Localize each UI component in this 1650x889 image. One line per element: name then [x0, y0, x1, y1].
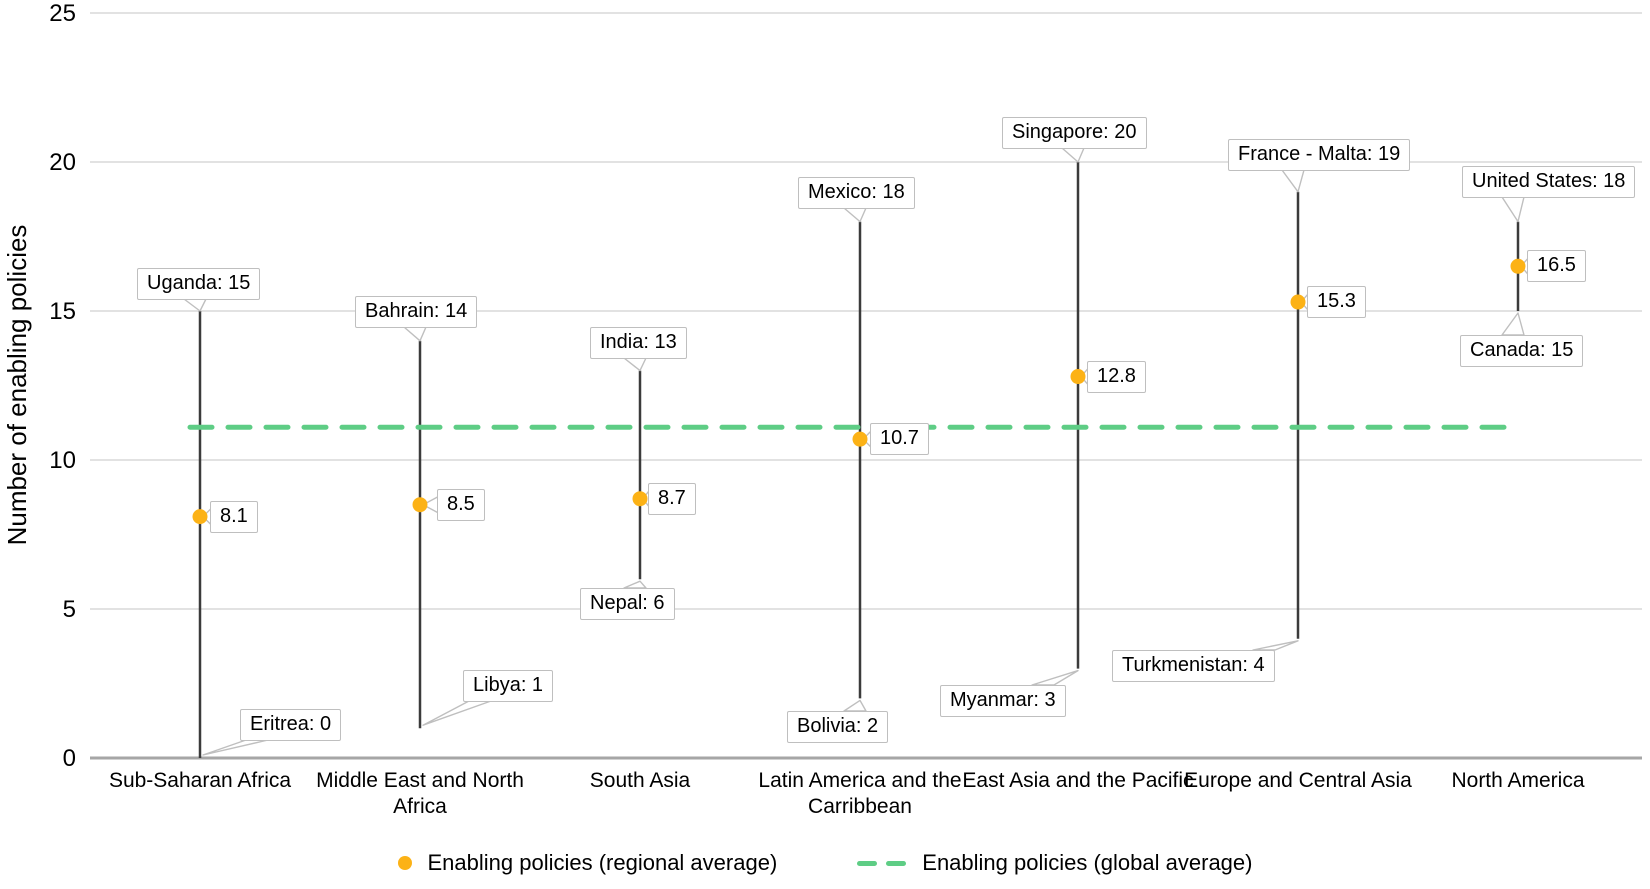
callout-max: India: 13: [590, 327, 687, 359]
global-average-dash-icon: [857, 860, 907, 866]
regional-average-dot-icon: [397, 856, 412, 870]
callout-regional-average: 8.7: [648, 483, 696, 515]
callout-max: France - Malta: 19: [1228, 139, 1411, 171]
legend-label: Enabling policies (regional average): [427, 850, 778, 875]
y-tick-label: 5: [63, 596, 76, 623]
legend-item-global-average: Enabling policies (global average): [857, 850, 1252, 876]
callout-tail: [183, 298, 207, 312]
callout-tail: [403, 326, 427, 342]
callout-tail: [202, 739, 269, 756]
callout-min: Nepal: 6: [580, 588, 675, 620]
category-label: Europe and Central Asia: [1184, 769, 1412, 792]
category-label: East Asia and the Pacific: [962, 769, 1194, 792]
callout-min: Libya: 1: [463, 670, 554, 702]
callout-min: Canada: 15: [1460, 335, 1584, 367]
callout-min: Turkmenistan: 4: [1112, 650, 1275, 682]
callout-tail: [623, 580, 647, 589]
callout-min: Myanmar: 3: [940, 685, 1066, 717]
regional-average-dot: [1070, 369, 1086, 385]
callout-max: Mexico: 18: [798, 177, 915, 209]
callout-tail: [1281, 169, 1305, 193]
callout-tail: [843, 207, 867, 223]
regional-average-dot: [1510, 258, 1526, 274]
y-tick-label: 10: [49, 447, 76, 474]
callout-max: United States: 18: [1462, 166, 1636, 198]
callout-min: Eritrea: 0: [240, 709, 342, 741]
regional-average-dot: [192, 509, 208, 525]
callout-tail: [1031, 669, 1079, 686]
legend-item-regional-average: Enabling policies (regional average): [397, 850, 778, 876]
callout-max: Uganda: 15: [137, 268, 261, 300]
callout-min: Bolivia: 2: [787, 711, 889, 743]
callout-max: Singapore: 20: [1002, 117, 1147, 149]
callout-tail: [843, 699, 867, 712]
callout-tail: [1252, 640, 1299, 651]
callout-regional-average: 8.5: [437, 489, 485, 521]
y-tick-label: 15: [49, 298, 76, 325]
y-tick-label: 25: [49, 0, 76, 27]
callout-regional-average: 15.3: [1307, 286, 1366, 318]
legend-label: Enabling policies (global average): [922, 850, 1253, 875]
category-label: Latin America and the Carribbean: [758, 769, 962, 818]
category-label: South Asia: [589, 769, 691, 792]
legend: Enabling policies (regional average) Ena…: [0, 850, 1650, 876]
callout-tail: [1501, 312, 1525, 336]
callout-regional-average: 16.5: [1527, 250, 1586, 282]
category-label: Sub-Saharan Africa: [108, 769, 292, 792]
regional-average-dot: [852, 431, 868, 447]
callout-tail: [422, 700, 492, 726]
callout-tail: [1501, 196, 1525, 223]
callout-regional-average: 12.8: [1087, 361, 1146, 393]
callout-regional-average: 8.1: [210, 501, 258, 533]
callout-tail: [623, 357, 647, 372]
y-tick-label: 20: [49, 149, 76, 176]
category-label: North America: [1451, 769, 1585, 792]
category-label: Middle East and North Africa: [316, 769, 524, 818]
callout-regional-average: 10.7: [870, 423, 929, 455]
y-tick-label: 0: [63, 745, 76, 772]
regional-average-dot: [632, 491, 648, 507]
regional-average-dot: [412, 497, 428, 513]
regional-average-dot: [1290, 294, 1306, 310]
y-axis-title: Number of enabling policies: [2, 225, 32, 546]
callout-max: Bahrain: 14: [355, 296, 478, 328]
callout-tail: [1061, 147, 1085, 163]
